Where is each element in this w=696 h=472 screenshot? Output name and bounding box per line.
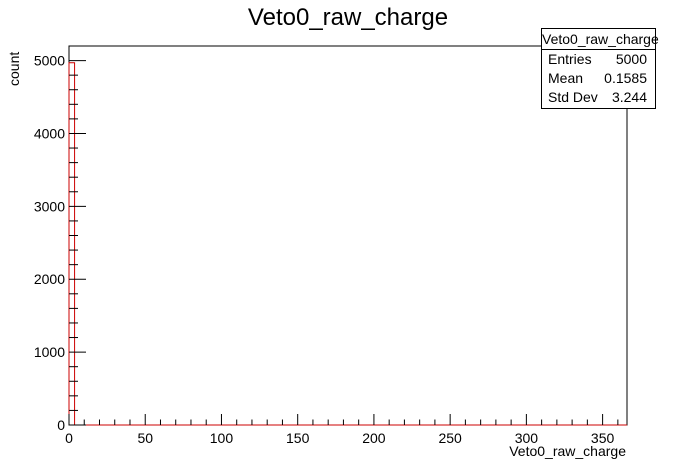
y-tick-label: 5000 [34, 53, 65, 69]
stats-title: Veto0_raw_charge [542, 29, 659, 50]
y-axis-label: count [6, 51, 22, 86]
stats-entries-label: Entries [548, 51, 592, 67]
x-axis-label: Veto0_raw_charge [509, 443, 626, 459]
stats-entries-value: 5000 [615, 51, 647, 67]
stats-std-value: 3.244 [611, 89, 647, 105]
x-tick-label: 300 [515, 430, 539, 446]
x-tick-label: 0 [65, 430, 73, 446]
stats-mean-value: 0.1585 [604, 70, 647, 86]
stats-box: Veto0_raw_charge Entries 5000 Mean 0.158… [541, 28, 659, 109]
stats-row-entries: Entries 5000 [542, 50, 655, 69]
x-tick-label: 350 [591, 430, 615, 446]
x-tick-label: 100 [210, 430, 234, 446]
y-tick-label: 1000 [34, 344, 65, 360]
y-tick-label: 0 [57, 417, 65, 433]
x-tick-label: 50 [137, 430, 153, 446]
stats-row-std: Std Dev 3.244 [542, 88, 655, 107]
stats-std-label: Std Dev [548, 89, 598, 105]
x-tick-label: 250 [438, 430, 462, 446]
y-tick-label: 3000 [34, 198, 65, 214]
x-tick-label: 150 [286, 430, 310, 446]
stats-row-mean: Mean 0.1585 [542, 69, 655, 88]
histogram-bin-0 [69, 63, 75, 425]
chart-title: Veto0_raw_charge [247, 4, 449, 31]
histogram-series-line [68, 62, 627, 426]
x-tick-label: 200 [362, 430, 386, 446]
y-tick-label: 4000 [34, 125, 65, 141]
stats-mean-label: Mean [548, 70, 584, 86]
y-tick-label: 2000 [34, 271, 65, 287]
